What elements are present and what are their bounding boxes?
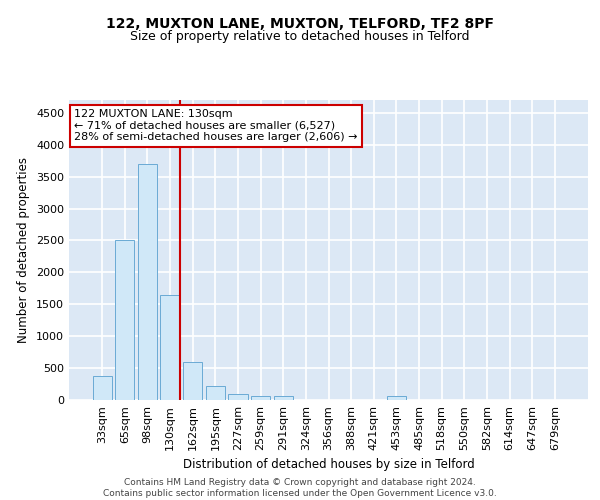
Bar [138,164,157,400]
Text: 122, MUXTON LANE, MUXTON, TELFORD, TF2 8PF: 122, MUXTON LANE, MUXTON, TELFORD, TF2 8… [106,18,494,32]
Bar [274,396,293,400]
Bar [206,386,225,400]
Bar [251,396,270,400]
Bar [92,376,112,400]
Bar [229,394,248,400]
Bar [115,240,134,400]
X-axis label: Distribution of detached houses by size in Telford: Distribution of detached houses by size … [182,458,475,471]
Bar [160,294,180,400]
Bar [183,362,202,400]
Text: Contains HM Land Registry data © Crown copyright and database right 2024.
Contai: Contains HM Land Registry data © Crown c… [103,478,497,498]
Bar [387,396,406,400]
Text: Size of property relative to detached houses in Telford: Size of property relative to detached ho… [130,30,470,43]
Text: 122 MUXTON LANE: 130sqm
← 71% of detached houses are smaller (6,527)
28% of semi: 122 MUXTON LANE: 130sqm ← 71% of detache… [74,109,358,142]
Y-axis label: Number of detached properties: Number of detached properties [17,157,31,343]
